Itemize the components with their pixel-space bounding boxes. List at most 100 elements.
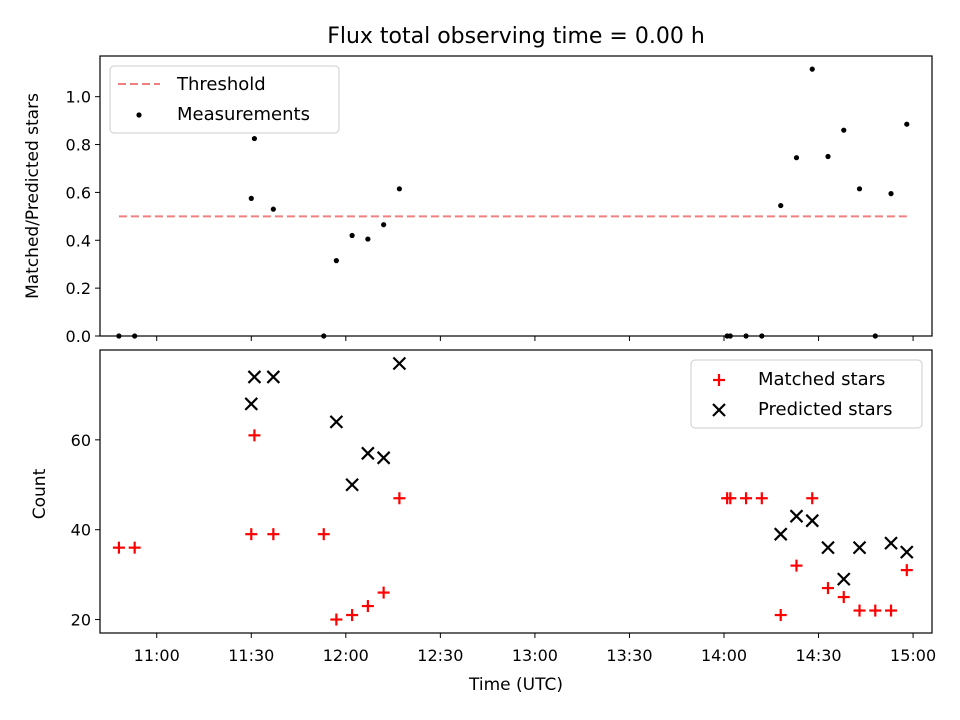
x-tick-label: 12:00 xyxy=(323,646,369,665)
x-tick-label: 15:00 xyxy=(890,646,936,665)
matched-star-point xyxy=(900,564,913,577)
matched-star-point xyxy=(837,591,850,604)
predicted-star-stroke xyxy=(392,356,407,371)
predicted-star-point xyxy=(852,540,867,555)
bottom-y-tick-label: 60 xyxy=(71,431,91,450)
matched-star-point xyxy=(869,604,882,617)
measurement-point xyxy=(825,153,831,160)
x-tick-label: 11:00 xyxy=(134,646,180,665)
x-tick-label: 13:30 xyxy=(606,646,652,665)
measurement-point xyxy=(888,191,894,197)
x-tick-label: 14:00 xyxy=(701,646,747,665)
predicted-star-stroke xyxy=(836,572,851,586)
predicted-star-stroke xyxy=(244,397,259,411)
predicted-star-point xyxy=(773,527,788,541)
top-axes-frame xyxy=(99,55,933,337)
x-tick-label: 11:30 xyxy=(228,646,274,665)
predicted-star-point xyxy=(392,356,407,371)
matched-star-point xyxy=(806,492,819,505)
predicted-star-point xyxy=(376,451,391,465)
predicted-star-stroke xyxy=(247,370,262,384)
top-legend-box xyxy=(109,65,340,134)
x-tick-label: 12:30 xyxy=(417,646,463,665)
measurement-point xyxy=(365,236,371,242)
measurement-point xyxy=(381,222,387,228)
top-y-axis-label: Matched/Predicted stars xyxy=(23,93,43,299)
predicted-star-stroke xyxy=(773,527,788,541)
measurement-point xyxy=(396,186,402,192)
bottom-y-tick-label: 40 xyxy=(71,521,91,540)
legend-matched-swatch xyxy=(713,374,725,386)
predicted-star-point xyxy=(247,370,262,384)
measurement-point xyxy=(248,195,254,201)
legend-measurements-label: Measurements xyxy=(177,104,310,125)
legend-matched-label: Matched stars xyxy=(758,369,885,390)
bottom-plot-area: 20 40 60 11:00 11:30 12:00 12:30 13:00 13:30 14:0… xyxy=(71,349,936,665)
measurement-point xyxy=(778,202,784,209)
matched-star-point xyxy=(724,492,737,505)
chart-title: Flux total observing time = 0.00 h xyxy=(327,24,705,49)
top-y-tick-label: 0.6 xyxy=(66,183,91,202)
matched-star-point xyxy=(755,492,768,505)
predicted-star-point xyxy=(805,513,820,528)
top-panel: 0.0 0.2 0.4 0.6 0.8 1.0 Matched/Predicted sta… xyxy=(23,55,933,346)
predicted-star-point xyxy=(821,540,835,555)
matched-star-point xyxy=(267,528,280,541)
matched-star-point xyxy=(853,604,866,617)
matched-star-point xyxy=(393,492,406,505)
bottom-axes-frame xyxy=(99,349,933,634)
x-axis-label: Time (UTC) xyxy=(468,675,563,695)
predicted-star-stroke xyxy=(266,370,281,384)
predicted-star-stroke xyxy=(884,536,898,550)
matched-star-point xyxy=(317,528,330,541)
top-y-tick-label: 1.0 xyxy=(66,88,91,107)
matched-star-point xyxy=(774,609,787,622)
predicted-star-stroke xyxy=(821,540,835,555)
bottom-legend: Matched stars Predicted stars xyxy=(690,359,923,429)
predicted-star-point xyxy=(266,370,281,384)
predicted-star-point xyxy=(244,397,259,411)
top-y-tick-label: 0.2 xyxy=(66,279,91,298)
predicted-star-stroke xyxy=(376,451,391,465)
measurement-point xyxy=(809,66,815,72)
top-legend: Threshold Measurements xyxy=(109,65,340,134)
legend-predicted-swatch xyxy=(712,403,726,417)
matched-star-point xyxy=(112,541,125,554)
matched-star-point xyxy=(128,541,141,554)
measurement-point xyxy=(349,232,355,239)
matched-star-point xyxy=(822,582,834,595)
predicted-star-point xyxy=(789,509,804,523)
bottom-y-axis-label: Count xyxy=(30,468,50,519)
top-y-tick-label: 0.4 xyxy=(66,231,91,250)
legend-threshold-label: Threshold xyxy=(176,74,266,95)
predicted-star-stroke xyxy=(789,509,804,523)
bottom-panel: 20 40 60 11:00 11:30 12:00 12:30 13:00 13:30 14:0… xyxy=(30,349,936,695)
predicted-star-stroke xyxy=(361,446,375,461)
predicted-star-point xyxy=(345,477,359,492)
matched-star-point xyxy=(740,492,753,505)
measurement-point xyxy=(251,135,258,142)
matched-star-point xyxy=(245,528,258,541)
top-y-tick-label: 0.0 xyxy=(66,327,91,346)
predicted-star-stroke xyxy=(345,477,359,492)
predicted-star-stroke xyxy=(900,545,914,559)
predicted-star-stroke xyxy=(329,415,344,429)
legend-measurements-swatch xyxy=(136,112,142,118)
measurement-point xyxy=(856,186,863,192)
matched-star-point xyxy=(361,600,374,613)
x-tick-label: 13:00 xyxy=(512,646,558,665)
predicted-star-stroke xyxy=(852,540,867,555)
top-y-tick-label: 0.8 xyxy=(66,136,91,155)
predicted-star-point xyxy=(884,536,898,550)
top-plot-area: 0.0 0.2 0.4 0.6 0.8 1.0 xyxy=(66,55,933,346)
measurement-point xyxy=(270,206,276,212)
predicted-star-stroke xyxy=(805,513,820,528)
matched-star-point xyxy=(377,586,390,599)
x-tick-label: 14:30 xyxy=(795,646,841,665)
legend-predicted-label: Predicted stars xyxy=(758,399,892,420)
measurement-point xyxy=(841,127,847,133)
measurement-point xyxy=(333,258,339,264)
predicted-star-point xyxy=(836,572,851,586)
measurement-point xyxy=(793,155,800,161)
